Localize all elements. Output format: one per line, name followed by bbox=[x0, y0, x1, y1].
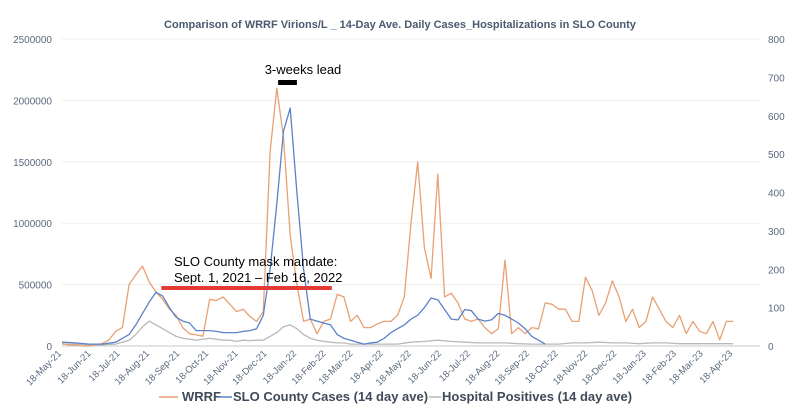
right-tick-label: 700 bbox=[768, 73, 785, 84]
right-tick-label: 800 bbox=[768, 35, 785, 46]
right-tick-label: 400 bbox=[768, 189, 785, 200]
left-tick-label: 0 bbox=[46, 342, 52, 353]
right-tick-label: 600 bbox=[768, 112, 785, 123]
right-tick-label: 300 bbox=[768, 227, 785, 238]
legend-item-hospital: Hospital Positives (14 day ave) bbox=[442, 389, 632, 404]
right-tick-label: 100 bbox=[768, 304, 785, 315]
series-line-1 bbox=[61, 107, 546, 345]
chart-title: Comparison of WRRF Virions/L _ 14-Day Av… bbox=[164, 19, 637, 31]
mask-mandate-bar bbox=[161, 286, 332, 290]
right-tick-label: 0 bbox=[768, 342, 774, 353]
left-tick-label: 1000000 bbox=[13, 219, 52, 230]
series-line-2 bbox=[62, 320, 734, 346]
series-layer bbox=[61, 87, 734, 347]
right-tick-label: 500 bbox=[768, 150, 785, 161]
left-tick-label: 1500000 bbox=[13, 158, 52, 169]
legend: WRRF SLO County Cases (14 day ave) Hospi… bbox=[159, 389, 632, 404]
left-tick-label: 2000000 bbox=[13, 96, 52, 107]
lead-bar bbox=[278, 80, 297, 85]
series-line-0 bbox=[61, 87, 734, 347]
annotations: 3-weeks lead SLO County mask mandate: Se… bbox=[161, 62, 342, 290]
legend-item-cases: SLO County Cases (14 day ave) bbox=[233, 389, 428, 404]
left-tick-label: 2500000 bbox=[13, 35, 52, 46]
left-axis: 0 500000 1000000 1500000 2000000 2500000 bbox=[13, 35, 52, 353]
lead-label: 3-weeks lead bbox=[265, 62, 342, 77]
mask-mandate-line2: Sept. 1, 2021 – Feb 16, 2022 bbox=[174, 270, 342, 285]
x-axis: 18-May-2118-Jun-2118-Jul-2118-Aug-2118-S… bbox=[24, 348, 735, 388]
legend-item-wrrf: WRRF bbox=[182, 389, 221, 404]
left-tick-label: 500000 bbox=[19, 281, 53, 292]
gridlines bbox=[62, 38, 760, 347]
right-axis: 0 100 200 300 400 500 600 700 800 bbox=[768, 35, 785, 353]
right-tick-label: 200 bbox=[768, 265, 785, 276]
mask-mandate-line1: SLO County mask mandate: bbox=[174, 254, 337, 269]
